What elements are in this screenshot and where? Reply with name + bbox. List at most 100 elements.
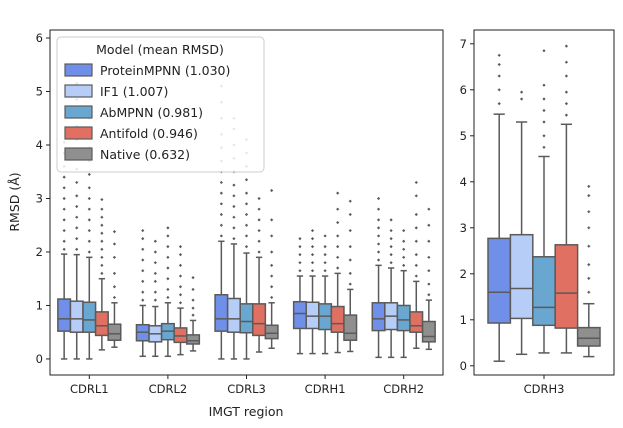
outlier-point: [112, 271, 117, 275]
right-ytick-label: 6: [460, 83, 467, 97]
outlier-point: [75, 247, 79, 251]
outlier-point: [141, 279, 145, 283]
outlier-point: [62, 218, 66, 222]
outlier-point: [497, 74, 501, 78]
outlier-point: [389, 253, 393, 257]
box-body: [239, 303, 254, 334]
outlier-point: [376, 258, 381, 262]
outlier-point: [414, 226, 418, 230]
right-ytick-label: 1: [460, 313, 467, 327]
right-x-axis: CDRH3: [524, 375, 565, 396]
outlier-point: [153, 271, 157, 275]
outlier-point: [62, 247, 66, 251]
outlier-point: [100, 231, 104, 235]
outlier-point: [75, 204, 79, 209]
legend-swatch-4: [64, 147, 93, 161]
legend-entries: ProteinMPNN (1.030) IF1 (1.007) AbMPNN (0.…: [64, 63, 230, 162]
outlier-point: [100, 255, 104, 259]
outlier-point: [270, 188, 274, 193]
outlier-point: [62, 175, 66, 179]
outlier-point: [87, 172, 91, 177]
outlier-point: [244, 234, 249, 238]
legend-entry-1: IF1 (1.007): [100, 84, 168, 99]
box-cdrh3-series-0: [487, 53, 512, 362]
box-body: [396, 304, 411, 332]
outlier-point: [141, 247, 145, 251]
outlier-point: [100, 223, 104, 227]
outlier-point: [75, 180, 79, 185]
outlier-point: [87, 218, 91, 222]
outlier-point: [232, 215, 236, 219]
outlier-point: [153, 239, 157, 243]
outlier-point: [348, 271, 352, 275]
right-ytick-label: 5: [460, 129, 467, 143]
box-cdrh1-series-0: [292, 237, 307, 355]
outlier-point: [191, 298, 195, 302]
outlier-point: [178, 245, 183, 249]
outlier-point: [244, 245, 249, 249]
outlier-point: [323, 261, 327, 265]
outlier-point: [270, 263, 274, 267]
outlier-point: [402, 263, 406, 267]
legend-swatch-2: [64, 105, 93, 119]
outlier-point: [542, 145, 546, 149]
right-panel: 0 1 2 3 4 5 6 7 CDRH3: [460, 29, 615, 396]
outlier-point: [191, 313, 195, 317]
xtick-label-cdrh3: CDRH3: [524, 382, 565, 396]
box-body: [226, 297, 241, 333]
box-body: [94, 311, 109, 337]
outlier-point: [244, 202, 249, 206]
box-cdrh2-series-3: [409, 180, 424, 350]
outlier-point: [414, 263, 418, 267]
right-box-groups: [487, 44, 601, 362]
box-body: [371, 302, 386, 332]
outlier-point: [62, 228, 66, 233]
outlier-point: [166, 295, 170, 300]
outlier-point: [323, 269, 327, 273]
outlier-point: [564, 44, 568, 48]
outlier-point: [497, 62, 501, 67]
outlier-point: [219, 234, 223, 238]
box-cdrh3-series-1: [509, 90, 534, 356]
outlier-point: [414, 274, 418, 278]
box-cdrl1-series-3: [94, 197, 109, 351]
outlier-point: [87, 250, 91, 254]
outlier-point: [402, 228, 406, 233]
outlier-point: [310, 245, 315, 249]
outlier-point: [166, 277, 170, 281]
outlier-point: [219, 202, 223, 206]
outlier-point: [402, 255, 406, 259]
outlier-point: [389, 245, 393, 249]
outlier-point: [178, 274, 183, 278]
outlier-point: [520, 97, 524, 101]
outlier-point: [310, 253, 315, 257]
box-cdrh3-series-4: [576, 184, 601, 358]
outlier-point: [166, 266, 170, 270]
outlier-point: [348, 212, 352, 217]
outlier-point: [87, 207, 91, 211]
outlier-point: [520, 90, 524, 94]
outlier-point: [336, 266, 340, 270]
box-body: [409, 311, 424, 333]
left-ytick-label: 1: [36, 298, 43, 312]
outlier-point: [542, 134, 546, 138]
outlier-point: [153, 261, 157, 265]
outlier-point: [298, 253, 302, 257]
left-y-axis: 0 1 2 3 4 5 6: [36, 31, 50, 366]
box-cdrh3-series-3: [554, 44, 579, 354]
box-body: [421, 320, 436, 343]
box-cdrl2-series-3: [173, 245, 188, 356]
box-body: [69, 300, 84, 333]
outlier-point: [336, 220, 340, 225]
outlier-point: [310, 228, 315, 233]
legend-swatch-0: [64, 63, 93, 77]
outlier-point: [62, 239, 66, 243]
outlier-point: [587, 276, 591, 280]
outlier-point: [244, 191, 249, 195]
outlier-point: [257, 250, 261, 254]
outlier-point: [348, 245, 352, 249]
outlier-point: [427, 223, 431, 227]
outlier-point: [564, 113, 568, 117]
outlier-point: [376, 196, 381, 201]
